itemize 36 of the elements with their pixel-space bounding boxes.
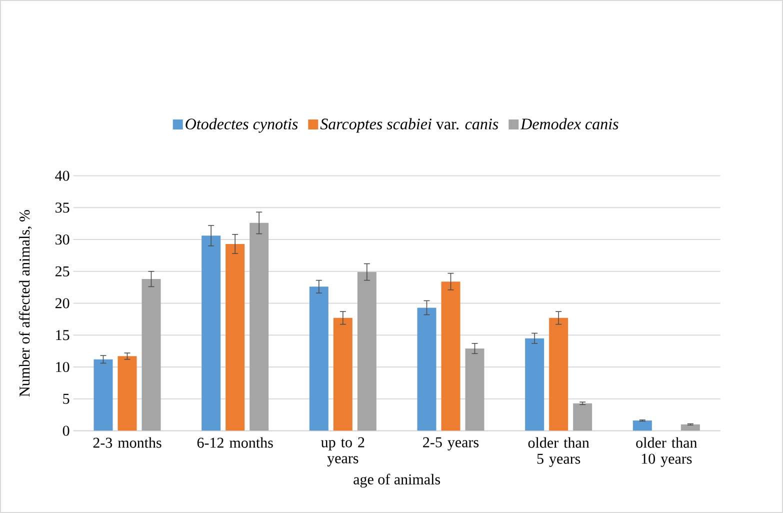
bar — [573, 403, 592, 431]
legend-label: Sarcoptes scabiei var. canis — [320, 118, 498, 133]
y-tick-label: 30 — [56, 234, 70, 245]
y-tick-label: 25 — [55, 266, 70, 276]
bar — [333, 318, 352, 431]
legend-label: Demodex canis — [520, 118, 618, 130]
x-tick-label: 6-12 months — [197, 437, 273, 448]
y-tick-label: 5 — [63, 394, 70, 404]
bar — [226, 244, 245, 431]
bar — [202, 236, 221, 431]
y-tick-label: 10 — [56, 362, 70, 372]
y-tick-label: 40 — [55, 170, 70, 181]
x-tick-label: 2-5 years — [423, 437, 479, 450]
bar — [525, 338, 544, 431]
bar — [94, 359, 113, 431]
bar — [441, 282, 460, 431]
legend-label: Otodectes cynotis — [186, 118, 298, 133]
y-tick-label: 20 — [55, 298, 70, 308]
bar — [417, 308, 436, 431]
y-tick-label: 15 — [56, 330, 70, 340]
bar — [680, 424, 700, 431]
y-tick-label: 35 — [56, 202, 70, 213]
bar — [118, 356, 137, 431]
x-axis-title: age of animals — [354, 474, 440, 488]
y-tick-label: 0 — [62, 426, 70, 436]
bar — [549, 318, 568, 431]
x-tick-label: older than 10 years — [636, 437, 698, 467]
x-tick-label: older than 5 years — [528, 437, 590, 467]
bar — [465, 348, 484, 431]
bar — [309, 286, 328, 431]
bar — [142, 279, 161, 431]
bar — [632, 420, 652, 431]
x-tick-label: 2-3 months — [93, 437, 162, 448]
bar — [357, 272, 376, 431]
bar — [250, 222, 269, 431]
y-axis-title: Number of affected animals, % — [18, 210, 32, 397]
